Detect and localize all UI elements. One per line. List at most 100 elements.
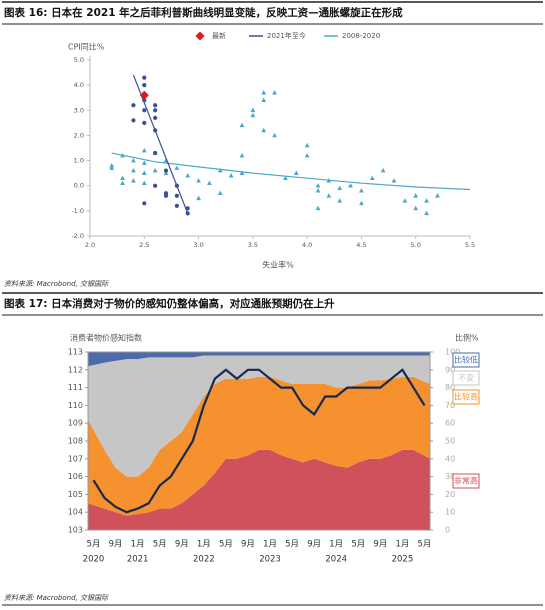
source: 资料来源: Macrobond, 交银国际 bbox=[4, 594, 109, 602]
line bbox=[92, 368, 426, 514]
y2-tick-label: 90 bbox=[445, 365, 455, 374]
x-year-label: 2025 bbox=[392, 555, 414, 565]
y-tick-label: 111 bbox=[68, 383, 83, 392]
source: 资料来源: Macrobond, 交银国际 bbox=[4, 280, 109, 288]
y2-tick-label: 50 bbox=[445, 437, 455, 446]
area bbox=[88, 352, 430, 367]
y2-tick-label: 20 bbox=[445, 490, 455, 499]
point bbox=[142, 108, 147, 113]
legend-box bbox=[452, 352, 480, 368]
point bbox=[153, 103, 158, 108]
point bbox=[348, 183, 353, 188]
y-tick-label: 3.0 bbox=[74, 106, 84, 114]
x-tick-label: 9月 bbox=[241, 540, 255, 550]
point bbox=[109, 165, 115, 170]
point bbox=[424, 210, 429, 216]
legend-label: 非常高 bbox=[454, 476, 478, 486]
point bbox=[261, 127, 267, 133]
legend-label: 2021年至今 bbox=[267, 31, 306, 40]
y2-tick-label: 40 bbox=[445, 454, 455, 463]
point bbox=[380, 168, 386, 173]
point bbox=[142, 75, 147, 80]
point bbox=[250, 112, 256, 118]
y-tick-label: 0.0 bbox=[74, 182, 84, 190]
point bbox=[141, 147, 147, 153]
point bbox=[315, 188, 321, 193]
y-tick-label: 2.0 bbox=[74, 131, 84, 139]
x-tick-label: 5月 bbox=[418, 540, 432, 550]
y-tick-label: 112 bbox=[68, 365, 83, 374]
point bbox=[153, 115, 158, 120]
point bbox=[337, 198, 343, 203]
legend-label: 比较高 bbox=[454, 392, 478, 402]
point bbox=[326, 193, 332, 198]
y-tick-label: -2.0 bbox=[71, 232, 84, 240]
y2-tick-label: 70 bbox=[445, 401, 455, 410]
y-tick-label: 107 bbox=[68, 454, 83, 463]
y-tick-label: 108 bbox=[68, 437, 83, 446]
legend-box bbox=[452, 370, 480, 386]
point bbox=[120, 180, 125, 185]
legend-label: 2008-2020 bbox=[342, 32, 380, 40]
point bbox=[163, 168, 169, 173]
chart-title: 图表 17: 日本消费对于物价的感知仍整体偏高，对应通胀预期仍在上升 bbox=[4, 297, 335, 310]
point bbox=[174, 203, 179, 208]
point bbox=[272, 90, 277, 95]
y-tick-label: -1.0 bbox=[71, 207, 84, 215]
y-tick-label: 103 bbox=[68, 526, 83, 535]
point bbox=[272, 132, 277, 138]
x-year-label: 2023 bbox=[259, 555, 281, 565]
x-tick-label: 2.0 bbox=[85, 241, 95, 249]
x-tick-label: 5月 bbox=[351, 540, 365, 550]
area bbox=[88, 449, 430, 530]
x-tick-label: 1月 bbox=[329, 540, 343, 550]
x-tick-label: 5.5 bbox=[465, 241, 475, 249]
point bbox=[391, 178, 397, 183]
point bbox=[435, 193, 440, 198]
point bbox=[359, 188, 364, 193]
y-tick-label: 105 bbox=[68, 490, 83, 499]
x-tick-label: 4.5 bbox=[356, 241, 366, 249]
y-axis-label: CPI同比% bbox=[68, 42, 105, 52]
point bbox=[139, 90, 149, 100]
point bbox=[153, 183, 158, 188]
legend-swatch bbox=[195, 31, 205, 41]
y-tick-label: 5.0 bbox=[74, 56, 84, 64]
x-tick-label: 5月 bbox=[153, 540, 167, 550]
point bbox=[424, 198, 429, 203]
x-tick-label: 1月 bbox=[263, 540, 277, 550]
x-tick-label: 9月 bbox=[373, 540, 387, 550]
y-tick-label: 1.0 bbox=[74, 157, 84, 165]
point bbox=[304, 152, 310, 158]
point bbox=[109, 163, 115, 168]
x-tick-label: 1月 bbox=[131, 540, 145, 550]
point bbox=[359, 200, 364, 206]
point bbox=[141, 160, 147, 165]
point bbox=[402, 198, 408, 203]
area bbox=[88, 376, 430, 516]
point bbox=[120, 175, 125, 180]
point bbox=[131, 157, 136, 163]
point bbox=[131, 118, 136, 123]
point bbox=[315, 183, 321, 188]
area bbox=[88, 355, 430, 477]
x-tick-label: 3.0 bbox=[193, 241, 203, 249]
y2-tick-label: 100 bbox=[445, 348, 460, 357]
point bbox=[141, 180, 147, 185]
point bbox=[315, 205, 321, 211]
y2-axis-label: 比例% bbox=[455, 333, 479, 343]
x-tick-label: 9月 bbox=[109, 540, 123, 550]
y2-tick-label: 10 bbox=[445, 508, 455, 517]
x-tick-label: 5月 bbox=[219, 540, 233, 550]
point bbox=[239, 170, 245, 175]
point bbox=[261, 90, 267, 95]
point bbox=[141, 170, 147, 175]
x-year-label: 2020 bbox=[83, 555, 105, 565]
point bbox=[185, 173, 191, 178]
x-tick-label: 5月 bbox=[285, 540, 299, 550]
y2-tick-label: 60 bbox=[445, 419, 455, 428]
point bbox=[131, 178, 136, 183]
y-tick-label: 113 bbox=[68, 348, 83, 357]
point bbox=[142, 120, 147, 125]
